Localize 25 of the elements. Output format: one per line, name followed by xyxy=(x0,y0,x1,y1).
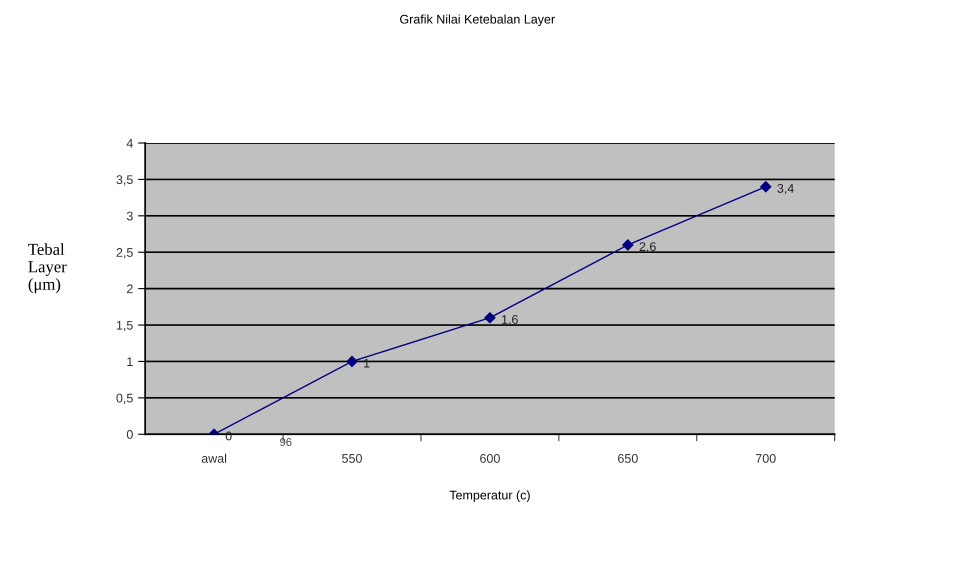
chart-title: Grafik Nilai Ketebalan Layer xyxy=(400,14,555,26)
data-label: 3,4 xyxy=(777,184,794,194)
y-tick-label: 3 xyxy=(126,212,133,220)
point xyxy=(346,356,358,368)
y-axis-title: Tebal Layer (μm) xyxy=(28,243,67,294)
point xyxy=(760,181,772,192)
x-tick-label: awal xyxy=(202,454,226,463)
y-tick-label: 1 xyxy=(127,357,133,366)
y-tick-label: 0,5 xyxy=(116,394,133,404)
y-tick-label: 1,5 xyxy=(116,320,133,332)
y-tick-label: 2,5 xyxy=(116,248,133,258)
text: 96 xyxy=(280,438,292,446)
point xyxy=(484,312,496,324)
y-tick-label: 4 xyxy=(126,138,133,148)
y-tick-label: 0 xyxy=(126,430,133,439)
y-tick-label: 3,5 xyxy=(116,175,133,186)
point xyxy=(622,239,634,251)
x-tick-label: 700 xyxy=(756,454,776,463)
data-label: 1,6 xyxy=(502,315,518,326)
x-axis-title: Temperatur (c) xyxy=(450,490,530,502)
y-tick-label: 2 xyxy=(127,284,133,294)
x-tick-label: 600 xyxy=(480,454,500,463)
x-tick-label: 550 xyxy=(342,454,362,463)
data-label: 2,6 xyxy=(640,242,656,253)
x-tick-label: 650 xyxy=(618,454,638,463)
